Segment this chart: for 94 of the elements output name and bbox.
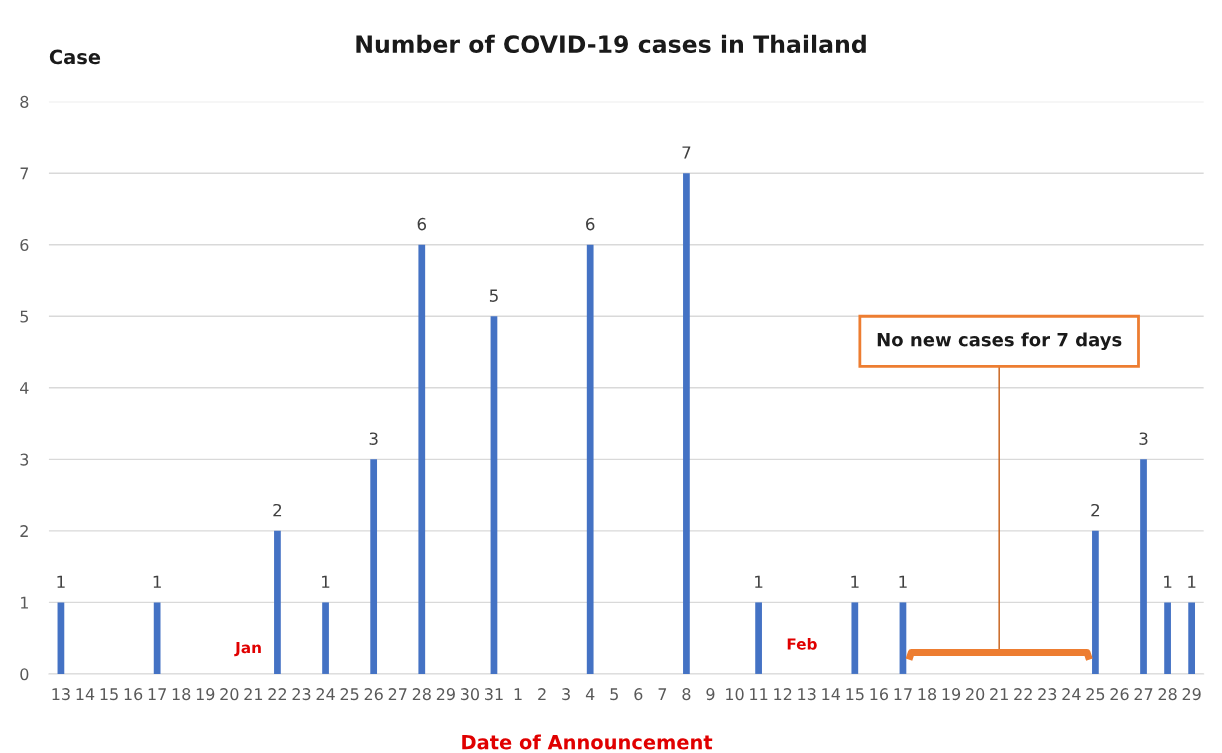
bar <box>1188 602 1196 674</box>
x-tick-label: 27 <box>1134 688 1153 700</box>
x-tick-label: 28 <box>1158 688 1177 701</box>
x-tick-label: 18 <box>918 688 937 701</box>
data-label: 3 <box>1139 432 1148 445</box>
x-tick-label: 12 <box>774 688 792 700</box>
annotation: No new cases for 7 days <box>877 332 1122 351</box>
x-axis-title: Date of Announcement <box>462 734 713 750</box>
y-tick-label: 5 <box>20 310 29 323</box>
bar <box>755 602 762 674</box>
x-tick-label: 1 <box>514 688 522 700</box>
bar <box>1164 602 1171 674</box>
x-tick-label: 11 <box>750 688 768 700</box>
y-tick-label: 2 <box>20 525 28 537</box>
bar <box>586 244 594 674</box>
bar <box>899 602 907 674</box>
x-tick-label: 22 <box>1014 688 1032 700</box>
annotation: Feb <box>787 637 817 650</box>
x-tick-label: 13 <box>798 688 816 701</box>
y-tick-label: 0 <box>20 668 29 681</box>
bar <box>418 244 426 674</box>
bar <box>274 530 281 674</box>
x-tick-label: 29 <box>1182 688 1201 701</box>
bar <box>370 459 378 674</box>
x-tick-label: 26 <box>364 688 383 701</box>
x-tick-label: 9 <box>706 688 715 701</box>
x-tick-label: 23 <box>292 688 311 701</box>
x-tick-label: 6 <box>634 688 643 701</box>
bar <box>153 602 161 674</box>
x-tick-label: 30 <box>460 688 479 701</box>
x-tick-label: 24 <box>1062 688 1081 700</box>
x-tick-label: 13 <box>52 688 70 701</box>
x-tick-label: 31 <box>485 688 503 701</box>
x-tick-label: 5 <box>610 688 618 701</box>
y-tick-label: 8 <box>20 95 29 108</box>
x-tick-label: 16 <box>870 688 889 701</box>
y-tick-label: 7 <box>20 167 29 180</box>
data-label: 6 <box>586 217 595 231</box>
x-tick-label: 14 <box>76 688 95 700</box>
x-tick-label: 10 <box>726 688 744 701</box>
x-tick-label: 27 <box>388 688 407 700</box>
data-label: 1 <box>851 575 859 588</box>
x-tick-label: 15 <box>100 688 118 701</box>
data-label: 1 <box>755 575 763 588</box>
x-tick-label: 24 <box>316 688 335 700</box>
x-tick-label: 21 <box>244 688 263 700</box>
x-tick-label: 29 <box>436 688 455 701</box>
y-tick-label: 3 <box>20 453 29 466</box>
data-label: 2 <box>1091 503 1100 517</box>
x-tick-label: 15 <box>846 688 864 701</box>
x-tick-label: 7 <box>658 688 667 700</box>
data-label: 6 <box>417 217 427 231</box>
chart-title: Number of COVID-19 cases in Thailand <box>356 34 866 54</box>
x-tick-label: 25 <box>340 688 359 701</box>
x-tick-label: 25 <box>1086 688 1105 701</box>
data-label: 2 <box>273 503 282 517</box>
data-label: 1 <box>899 575 907 588</box>
x-tick-label: 17 <box>148 688 166 700</box>
data-label: 1 <box>1164 575 1172 588</box>
x-tick-label: 19 <box>196 688 215 701</box>
bar <box>322 602 329 674</box>
x-tick-label: 21 <box>990 688 1008 700</box>
x-tick-label: 14 <box>822 688 841 700</box>
x-tick-label: 18 <box>172 688 191 701</box>
bar <box>1140 459 1147 674</box>
bar <box>851 602 859 674</box>
x-tick-label: 16 <box>124 688 143 701</box>
x-tick-label: 19 <box>942 688 961 701</box>
x-tick-label: 8 <box>682 688 691 701</box>
bar <box>57 602 65 674</box>
data-label: 3 <box>369 432 378 445</box>
x-tick-label: 23 <box>1038 688 1057 701</box>
data-label: 5 <box>489 289 498 302</box>
data-label: 1 <box>322 575 330 588</box>
data-label: 1 <box>153 575 161 588</box>
x-tick-label: 2 <box>538 688 546 700</box>
x-tick-label: 26 <box>1110 688 1129 701</box>
data-label: 1 <box>57 575 65 588</box>
y-tick-label: 4 <box>20 382 29 394</box>
x-tick-label: 22 <box>268 688 286 700</box>
y-axis-title: Case <box>49 49 101 65</box>
x-tick-label: 20 <box>966 688 985 701</box>
bar <box>683 173 690 674</box>
bar <box>1092 530 1099 674</box>
data-label: 7 <box>682 146 691 159</box>
x-tick-label: 20 <box>220 688 239 701</box>
data-label: 1 <box>1188 575 1196 588</box>
y-tick-label: 1 <box>21 596 28 609</box>
x-tick-label: 4 <box>585 688 595 700</box>
x-tick-label: 3 <box>562 688 570 701</box>
x-tick-label: 28 <box>412 688 431 701</box>
annotation: Jan <box>234 641 261 657</box>
x-tick-label: 17 <box>894 688 912 700</box>
y-tick-label: 6 <box>20 238 29 252</box>
